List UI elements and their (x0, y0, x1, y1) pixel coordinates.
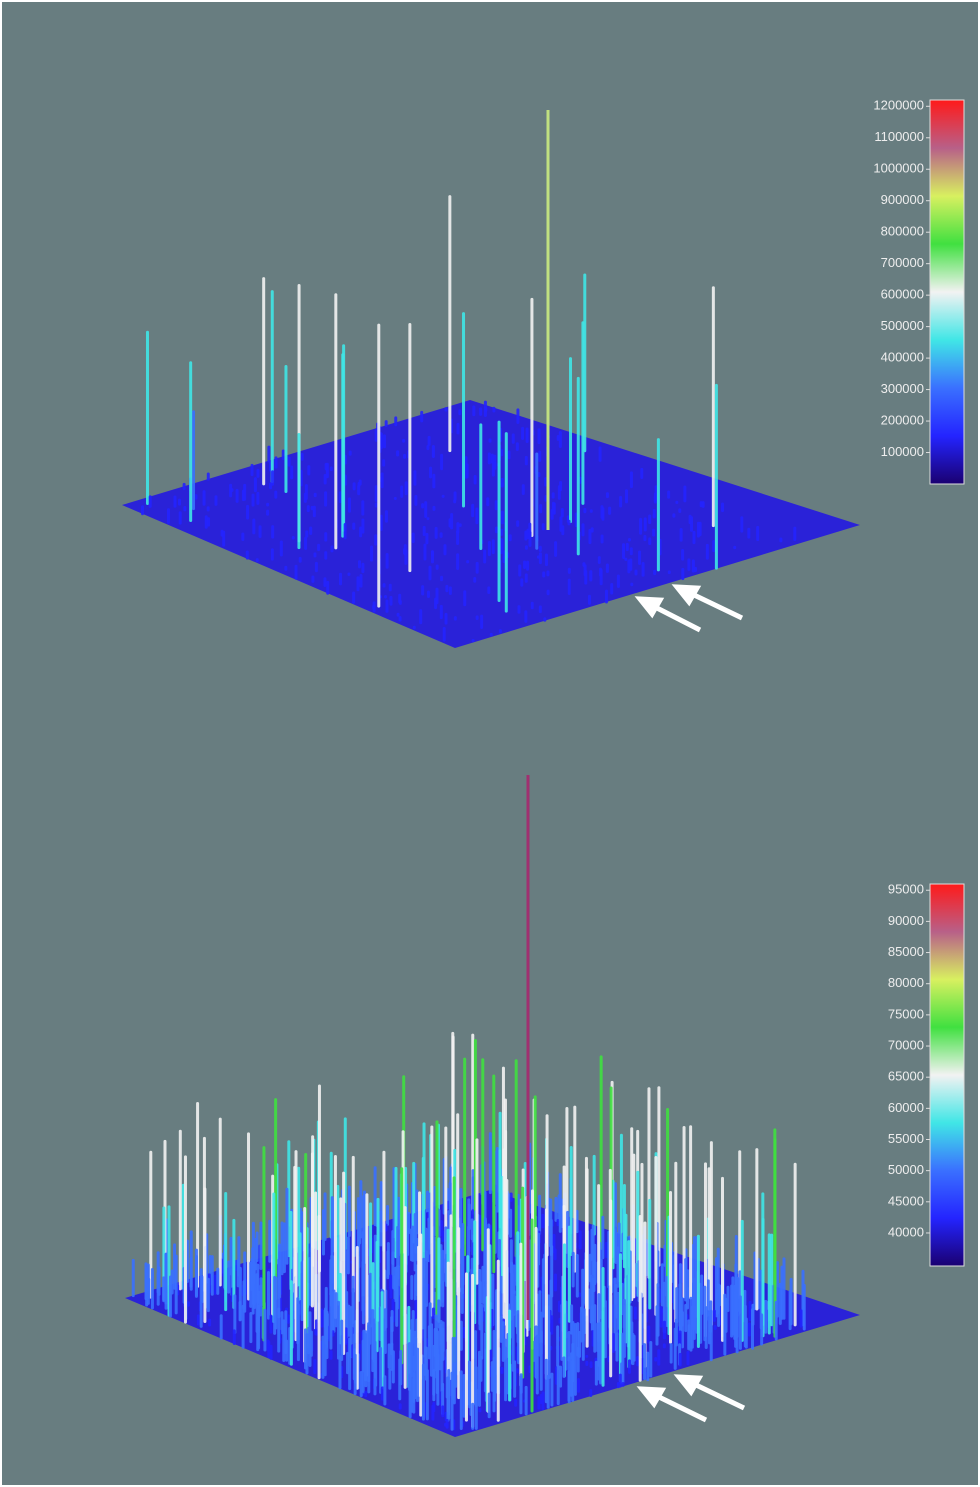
colorbar (929, 99, 965, 485)
surface-base (122, 400, 860, 648)
colorbar-tick-label: 600000 (881, 287, 924, 302)
arrow (653, 604, 702, 633)
colorbar-tick-label: 500000 (881, 318, 924, 333)
colorbar-tick-label: 1100000 (874, 129, 924, 144)
colorbar-tick-label: 200000 (881, 412, 924, 427)
colorbar-tick-label: 40000 (888, 1224, 924, 1239)
surfaces (122, 110, 860, 1437)
arrows (634, 584, 746, 1423)
colorbar-tick-label: 50000 (888, 1162, 924, 1177)
arrow (692, 1381, 746, 1411)
colorbar-tick-label: 55000 (888, 1131, 924, 1146)
colorbar-tick-label: 800000 (881, 224, 924, 239)
arrow-head (671, 584, 702, 607)
colorbar-tick-label: 60000 (888, 1100, 924, 1115)
colorbar-tick-label: 1000000 (873, 161, 924, 176)
colorbar-tick-label: 80000 (888, 975, 924, 990)
colorbar-tick-label: 400000 (881, 350, 924, 365)
arrow-head (673, 1374, 704, 1397)
colorbar (929, 883, 965, 1267)
arrow (655, 1393, 708, 1423)
colorbar-tick-label: 1200000 (873, 98, 924, 113)
arrow-head (636, 1386, 667, 1409)
colorbar-tick-label: 100000 (881, 444, 924, 459)
colorbar-tick-label: 700000 (881, 255, 924, 270)
colorbar-tick-label: 90000 (888, 913, 924, 928)
colorbar-tick-label: 300000 (881, 381, 924, 396)
colorbar-tick-label: 85000 (888, 944, 924, 959)
colorbar-tick-label: 45000 (888, 1193, 924, 1208)
colorbar-tick-label: 75000 (888, 1006, 924, 1021)
colorbar-tick-label: 95000 (888, 882, 924, 897)
colorbar-tick-label: 65000 (888, 1069, 924, 1084)
colorbar-tick-label: 900000 (881, 192, 924, 207)
colorbar-tick-label: 70000 (888, 1037, 924, 1052)
arrow-head (634, 596, 665, 619)
arrow (690, 591, 744, 621)
